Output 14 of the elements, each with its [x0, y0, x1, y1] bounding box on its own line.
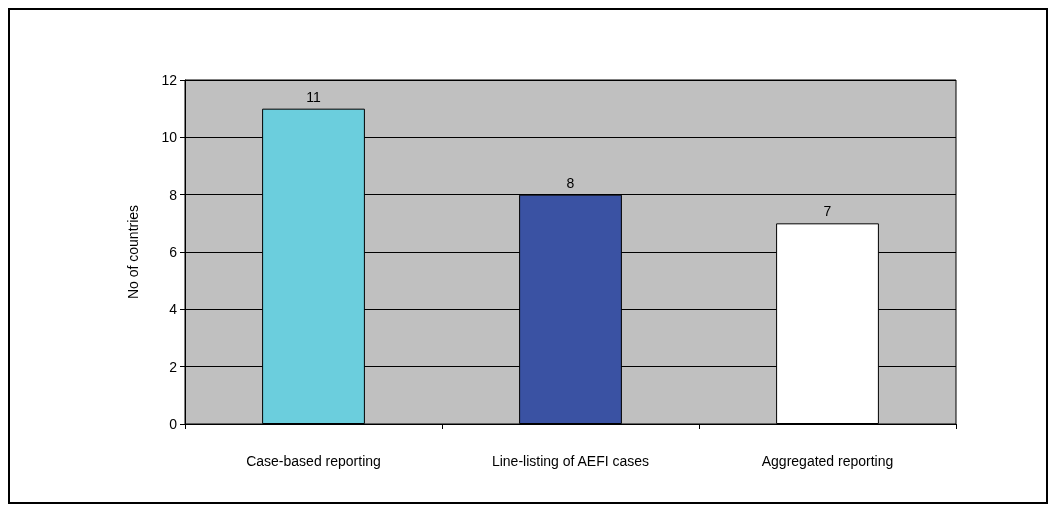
y-tick-label: 8	[169, 186, 178, 203]
y-tick-label: 12	[161, 72, 178, 88]
data-label: 11	[306, 88, 321, 105]
x-tick-label: Case-based reporting	[246, 453, 381, 469]
x-tick-label: Aggregated reporting	[761, 453, 894, 469]
y-tick-label: 10	[161, 129, 178, 146]
data-label: 7	[823, 203, 832, 220]
y-tick-label: 4	[169, 301, 178, 318]
y-axis-title: No of countries	[125, 204, 141, 300]
x-tick-label: Line-listing of AEFI cases	[491, 453, 650, 469]
y-tick-label: 6	[169, 244, 178, 260]
data-label: 8	[566, 174, 575, 191]
y-tick-label: 2	[169, 358, 178, 375]
y-tick-label: 0	[169, 416, 178, 432]
